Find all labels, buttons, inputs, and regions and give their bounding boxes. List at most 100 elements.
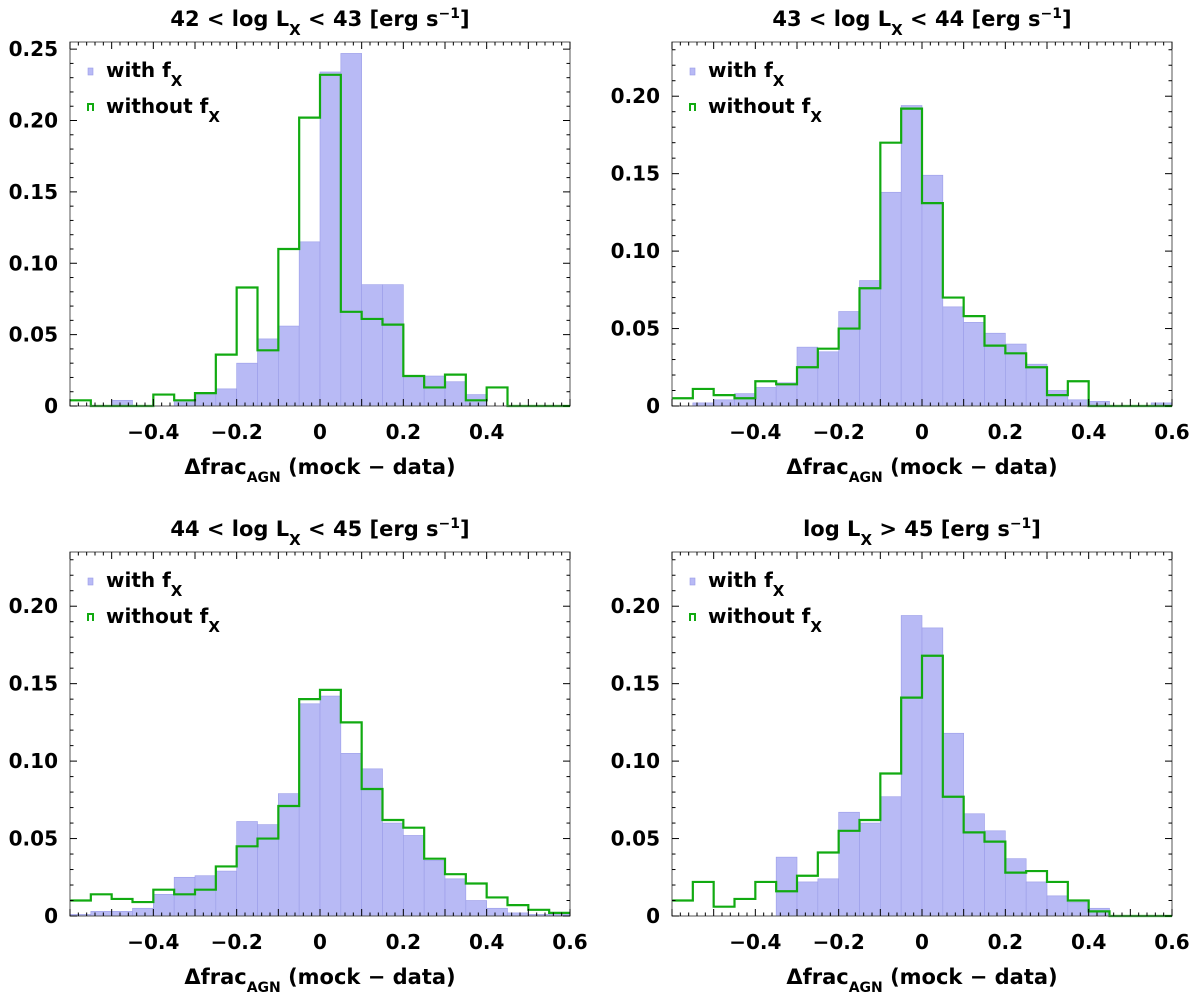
bar-with-fx: [963, 322, 985, 407]
y-tick-label: 0.15: [9, 672, 58, 696]
y-tick-label: 0.15: [9, 180, 58, 204]
y-tick-label: 0: [646, 394, 660, 418]
bar-with-fx: [236, 821, 258, 917]
panel-4: 0 0.05 0.10 0.15 0.20 −0.4 −0.2 0 0.2 0.4 0.6 log L…: [611, 516, 1190, 992]
bar-with-fx: [319, 71, 342, 407]
y-tick-label: 0.05: [9, 323, 58, 347]
bar-with-fx: [215, 870, 237, 917]
bar-with-fx: [278, 793, 300, 917]
y-tick-label: 0.05: [611, 827, 660, 851]
legend-label: with fX: [708, 568, 785, 600]
bar-with-fx: [486, 907, 508, 917]
bar-with-fx: [921, 174, 944, 407]
bar-with-fx: [215, 388, 237, 407]
bar-with-fx: [1025, 363, 1048, 407]
legend-label: without fX: [106, 604, 220, 636]
chart-title: 44 < log LX < 45 [erg s−1]: [170, 516, 469, 549]
x-tick-label: 0.4: [1071, 420, 1106, 444]
y-tick-label: 0.15: [611, 672, 660, 696]
bar-with-fx: [713, 399, 735, 407]
bar-with-fx: [1046, 390, 1069, 407]
x-tick-label: 0.6: [552, 930, 587, 954]
panel-3: 0 0.05 0.10 0.15 0.20 −0.4 −0.2 0 0.2 0.4 0.6 44 < …: [9, 516, 588, 992]
x-axis-label: ΔfracAGN (mock − data): [786, 965, 1057, 992]
bar-with-fx: [880, 191, 902, 407]
bar-with-fx: [403, 375, 425, 407]
legend-swatch-with-fx: [689, 577, 696, 586]
y-tick-label: 0.20: [9, 594, 58, 618]
y-tick-label: 0.10: [9, 251, 58, 275]
bar-with-fx: [173, 876, 196, 917]
x-tick-label: −0.2: [813, 930, 865, 954]
legend-swatch-without-fx: [87, 103, 94, 111]
bar-with-fx: [340, 753, 362, 917]
bar-with-fx: [465, 900, 487, 917]
bar-with-fx: [734, 393, 756, 407]
bar-with-fx: [1005, 858, 1027, 917]
bar-with-fx: [1067, 399, 1089, 407]
y-tick-label: 0.20: [9, 109, 58, 133]
bar-with-fx: [817, 351, 839, 407]
y-tick-label: 0: [646, 904, 660, 928]
bar-with-fx: [236, 362, 258, 407]
x-axis-label: ΔfracAGN (mock − data): [786, 455, 1057, 486]
x-tick-label: 0.2: [988, 930, 1023, 954]
y-tick-label: 0: [44, 904, 58, 928]
x-tick-label: 0.6: [1154, 930, 1189, 954]
bar-with-fx: [257, 338, 279, 407]
bar-with-fx: [382, 822, 404, 917]
bar-with-fx: [278, 325, 300, 407]
bar-with-fx: [90, 911, 112, 917]
legend-swatch-with-fx: [87, 67, 94, 76]
bar-with-fx: [775, 382, 798, 407]
bar-with-fx: [796, 881, 819, 917]
bar-with-fx: [423, 859, 446, 917]
bar-with-fx: [817, 878, 839, 917]
panel-2: 0 0.05 0.10 0.15 0.20 −0.4 −0.2 0 0.2 0.4 0.6 43 < …: [611, 6, 1190, 486]
bar-with-fx: [194, 394, 217, 407]
bar-with-fx: [984, 830, 1006, 917]
y-tick-label: 0: [44, 394, 58, 418]
bar-with-fx: [921, 627, 944, 917]
y-tick-label: 0.25: [9, 37, 58, 61]
bar-with-fx: [838, 811, 860, 917]
bar-with-fx: [340, 53, 362, 407]
y-tick-label: 0.05: [9, 827, 58, 851]
legend: with fX without fX: [87, 568, 220, 636]
bar-with-fx: [298, 241, 321, 407]
x-tick-label: 0.4: [469, 930, 504, 954]
x-tick-label: 0.2: [386, 930, 421, 954]
legend-swatch-without-fx: [689, 613, 696, 621]
x-tick-label: −0.4: [127, 420, 179, 444]
x-tick-label: 0: [915, 420, 929, 444]
bar-with-fx: [796, 346, 819, 407]
chart-title: 42 < log LX < 43 [erg s−1]: [170, 6, 469, 39]
x-tick-label: −0.2: [813, 420, 865, 444]
x-tick-label: −0.4: [127, 930, 179, 954]
series-with-fx: [775, 615, 1110, 917]
legend-label: without fX: [708, 94, 822, 126]
bar-with-fx: [942, 306, 964, 407]
x-tick-label: −0.4: [729, 930, 781, 954]
bar-with-fx: [444, 878, 467, 917]
bar-with-fx: [859, 822, 881, 917]
y-tick-label: 0.10: [9, 749, 58, 773]
legend-label: without fX: [106, 94, 220, 126]
x-tick-label: 0.6: [1154, 420, 1189, 444]
step-line-without-fx: [70, 73, 570, 408]
bar-with-fx: [859, 280, 881, 407]
legend: with fX without fX: [87, 58, 220, 126]
bar-with-fx: [111, 911, 133, 917]
series-with-fx: [692, 105, 1173, 407]
x-tick-label: 0: [313, 420, 327, 444]
y-tick-label: 0.05: [611, 317, 660, 341]
step-line-without-fx: [70, 688, 570, 915]
y-tick-label: 0.20: [611, 84, 660, 108]
bar-with-fx: [382, 284, 404, 407]
bar-with-fx: [984, 332, 1006, 407]
legend-label: with fX: [106, 568, 183, 600]
bar-with-fx: [361, 768, 383, 917]
bar-with-fx: [755, 387, 777, 407]
bar-with-fx: [298, 703, 321, 917]
